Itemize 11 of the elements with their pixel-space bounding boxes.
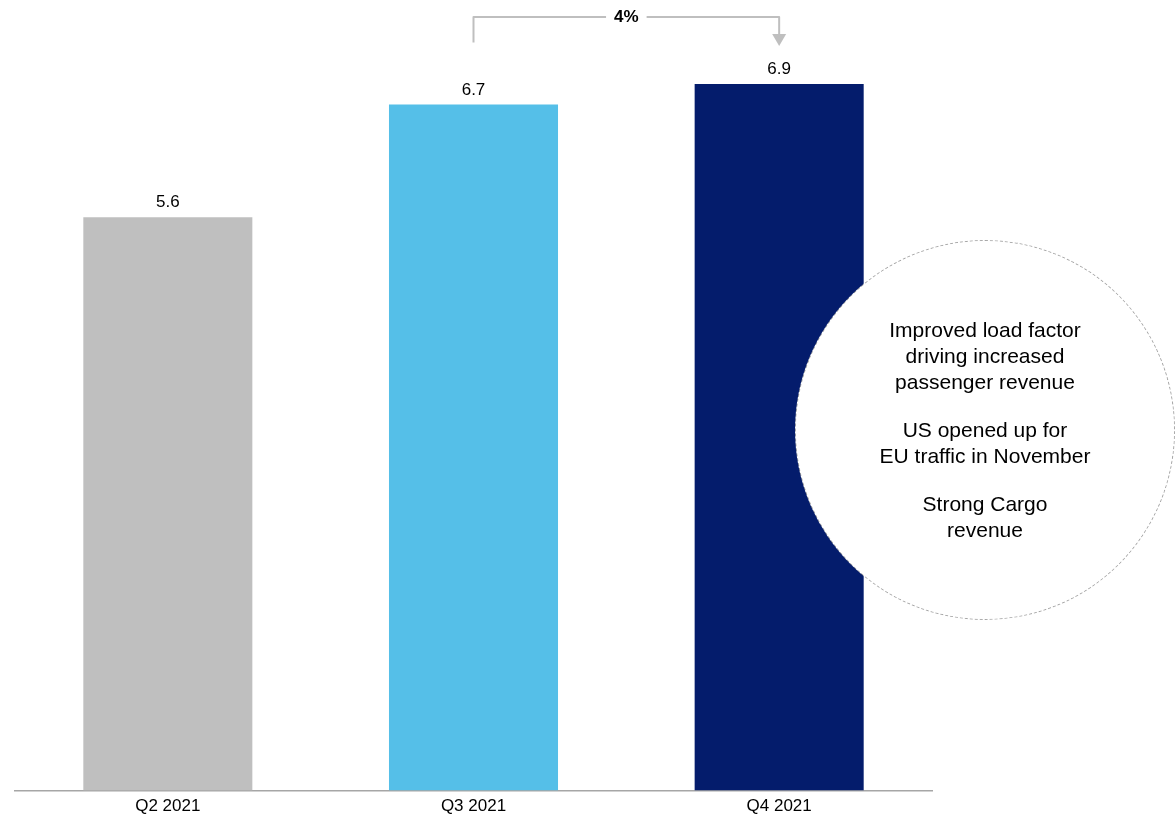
annotation: Improved load factor driving increased passenger revenue bbox=[889, 317, 1081, 395]
data-label: 6.7 bbox=[461, 79, 486, 99]
data-label: 6.9 bbox=[767, 59, 791, 79]
dashed-circle: Improved load factor driving increased passenger revenue US opened up for EU traffic in November Strong Cargo revenue bbox=[795, 240, 1175, 620]
text: 4% bbox=[614, 6, 639, 26]
annotation: Strong Cargo revenue bbox=[922, 491, 1048, 543]
x-tick-label: Q2 2021 bbox=[135, 796, 201, 816]
data-label: 5.6 bbox=[156, 192, 180, 212]
x-tick-label: Q4 2021 bbox=[746, 796, 812, 816]
x-tick-label: Q3 2021 bbox=[440, 796, 507, 816]
annotation: US opened up for EU traffic in November bbox=[879, 417, 1091, 469]
